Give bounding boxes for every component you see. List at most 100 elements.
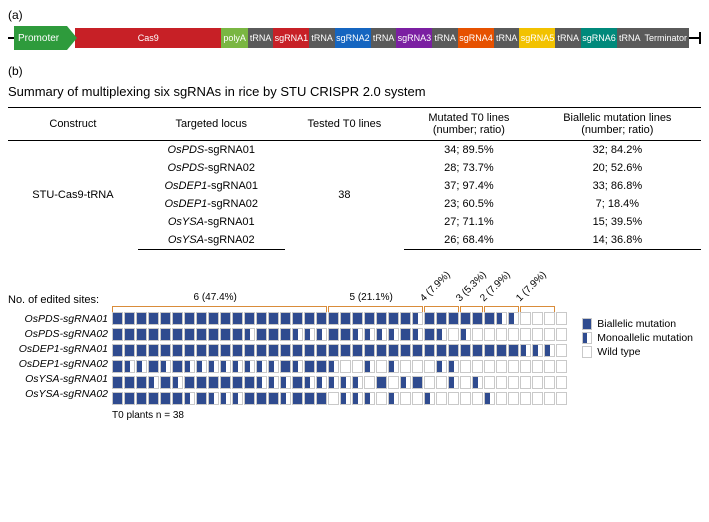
heatmap-cell bbox=[400, 360, 411, 373]
heatmap-cell bbox=[316, 328, 327, 341]
segment-sgrna1: sgRNA1 bbox=[273, 28, 309, 48]
heatmap-cell bbox=[544, 360, 555, 373]
heatmap-cell bbox=[472, 344, 483, 357]
heatmap-cell bbox=[292, 360, 303, 373]
heatmap-cell bbox=[532, 312, 543, 325]
heatmap-cell bbox=[328, 376, 339, 389]
heatmap-cell bbox=[484, 392, 495, 405]
heatmap-cell bbox=[196, 360, 207, 373]
table-row: STU-Cas9-tRNAOsPDS-sgRNA013834; 89.5%32;… bbox=[8, 141, 701, 160]
heatmap-cell bbox=[160, 344, 171, 357]
heatmap-cell bbox=[496, 392, 507, 405]
tested-cell: 38 bbox=[285, 141, 404, 250]
heatmap-cell bbox=[496, 328, 507, 341]
heatmap-cell bbox=[472, 392, 483, 405]
heatmap-cell bbox=[160, 312, 171, 325]
heatmap-cell bbox=[532, 344, 543, 357]
heatmap-cell bbox=[376, 312, 387, 325]
heatmap-cell bbox=[292, 392, 303, 405]
heatmap-cell bbox=[244, 376, 255, 389]
heatmap-cell bbox=[460, 312, 471, 325]
heatmap-cell bbox=[544, 344, 555, 357]
panel-a-label: (a) bbox=[8, 8, 701, 22]
biallelic-cell: 33; 86.8% bbox=[534, 177, 701, 195]
heatmap-cell bbox=[136, 376, 147, 389]
heatmap-cell bbox=[148, 344, 159, 357]
heatmap-cell bbox=[388, 392, 399, 405]
heatmap-cell bbox=[376, 328, 387, 341]
heatmap-cell bbox=[304, 392, 315, 405]
table-header: Targeted locus bbox=[138, 108, 285, 141]
heatmap-cell bbox=[232, 392, 243, 405]
biallelic-cell: 20; 52.6% bbox=[534, 159, 701, 177]
segment-sgrna6: sgRNA6 bbox=[581, 28, 617, 48]
mutated-cell: 23; 60.5% bbox=[404, 195, 534, 213]
heatmap-cell bbox=[340, 344, 351, 357]
heatmap-legend: Biallelic mutationMonoallelic mutationWi… bbox=[582, 318, 693, 360]
heatmap-cell bbox=[184, 344, 195, 357]
heatmap-cell bbox=[508, 344, 519, 357]
heatmap-cell bbox=[340, 360, 351, 373]
segment-trna: tRNA bbox=[617, 28, 643, 48]
segment-polya: polyA bbox=[221, 28, 248, 48]
heatmap-cell bbox=[508, 392, 519, 405]
locus-cell: OsYSA-sgRNA02 bbox=[138, 231, 285, 250]
heatmap-cell bbox=[124, 328, 135, 341]
heatmap-cell bbox=[316, 376, 327, 389]
heatmap-cell bbox=[460, 328, 471, 341]
heatmap-cell bbox=[544, 328, 555, 341]
legend-row: Monoallelic mutation bbox=[582, 332, 693, 344]
heatmap-cell bbox=[148, 392, 159, 405]
heatmap-cell bbox=[292, 344, 303, 357]
heatmap-cell bbox=[448, 376, 459, 389]
heatmap-cell bbox=[436, 328, 447, 341]
heatmap-cell bbox=[328, 392, 339, 405]
heatmap-cell bbox=[316, 392, 327, 405]
heatmap-cell bbox=[352, 360, 363, 373]
heatmap-cell bbox=[424, 328, 435, 341]
heatmap-row bbox=[112, 360, 567, 375]
heatmap-cell bbox=[436, 392, 447, 405]
heatmap-cell bbox=[196, 344, 207, 357]
heatmap-cell bbox=[232, 312, 243, 325]
heatmap-cell bbox=[448, 344, 459, 357]
heatmap-footer: T0 plants n = 38 bbox=[112, 410, 701, 421]
heatmap-row-label: OsPDS-sgRNA01 bbox=[8, 312, 108, 327]
heatmap-row-label: OsYSA-sgRNA02 bbox=[8, 387, 108, 402]
heatmap-cell bbox=[340, 312, 351, 325]
heatmap-cell bbox=[124, 392, 135, 405]
heatmap-row-label: OsYSA-sgRNA01 bbox=[8, 372, 108, 387]
heatmap-cell bbox=[244, 312, 255, 325]
heatmap-cell bbox=[412, 392, 423, 405]
heatmap-cell bbox=[364, 344, 375, 357]
heatmap-cell bbox=[340, 376, 351, 389]
heatmap-cell bbox=[496, 360, 507, 373]
heatmap-cell bbox=[112, 360, 123, 373]
heatmap-cell bbox=[172, 344, 183, 357]
heatmap-cell bbox=[160, 360, 171, 373]
heatmap-cell bbox=[460, 344, 471, 357]
construct-cell: STU-Cas9-tRNA bbox=[8, 141, 138, 250]
heatmap-section: No. of edited sites: 6 (47.4%)5 (21.1%)4… bbox=[8, 268, 701, 421]
heatmap-cell bbox=[388, 376, 399, 389]
heatmap-cell bbox=[388, 328, 399, 341]
heatmap-cell bbox=[304, 376, 315, 389]
heatmap-cell bbox=[400, 344, 411, 357]
heatmap-cell bbox=[232, 376, 243, 389]
segment-trna: tRNA bbox=[248, 28, 274, 48]
segment-cas9: Cas9 bbox=[75, 28, 221, 48]
heatmap-cell bbox=[268, 360, 279, 373]
heatmap-cell bbox=[136, 360, 147, 373]
heatmap-cell bbox=[256, 392, 267, 405]
heatmap-cell bbox=[136, 392, 147, 405]
mutated-cell: 28; 73.7% bbox=[404, 159, 534, 177]
heatmap-cell bbox=[160, 376, 171, 389]
heatmap-cell bbox=[328, 328, 339, 341]
heatmap-cell bbox=[292, 376, 303, 389]
heatmap-cell bbox=[448, 312, 459, 325]
heatmap-cell bbox=[532, 376, 543, 389]
heatmap-cell bbox=[388, 344, 399, 357]
heatmap-row-label: OsDEP1-sgRNA01 bbox=[8, 342, 108, 357]
heatmap-cell bbox=[148, 328, 159, 341]
heatmap-cell bbox=[484, 376, 495, 389]
